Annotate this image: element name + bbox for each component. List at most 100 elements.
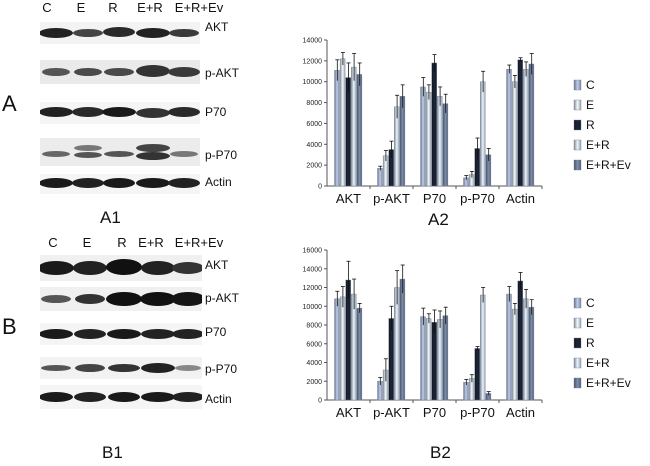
blot-a-band-p70: P70 <box>205 105 227 119</box>
legend-label: E <box>586 316 594 330</box>
bar <box>517 280 523 401</box>
legend-swatch <box>573 317 582 329</box>
blot-a-lane-e: E <box>76 0 86 15</box>
blot-a-band-akt: AKT <box>205 20 229 34</box>
bar <box>506 69 512 187</box>
y-tick-label: 0 <box>318 398 322 405</box>
legend-label: E+R <box>586 138 610 152</box>
y-tick-label: 8000 <box>306 323 322 330</box>
legend-label: R <box>586 336 595 350</box>
bar <box>523 298 529 401</box>
bar <box>528 306 535 401</box>
panel-b-letter: B <box>2 314 17 339</box>
bar <box>442 315 449 401</box>
bar <box>345 77 351 187</box>
bar <box>480 81 486 187</box>
x-tick-label: Actin <box>506 405 535 420</box>
legend-swatch <box>573 357 582 369</box>
blot-a-band-pp70: p-P70 <box>205 148 238 162</box>
blot-a: C E R E+R E+R+Ev <box>32 0 272 200</box>
x-tick-label: AKT <box>336 405 361 420</box>
blot-b-band-pp70: p-P70 <box>205 362 238 376</box>
legend-swatch <box>573 119 582 131</box>
y-tick-label: 4000 <box>306 142 322 149</box>
label-b2: B2 <box>430 443 451 462</box>
y-tick-label: 8000 <box>306 100 322 107</box>
y-tick-label: 4000 <box>306 360 322 367</box>
bar <box>511 308 518 401</box>
y-tick-label: 10000 <box>303 304 323 311</box>
legend-swatch <box>573 337 582 349</box>
bar <box>399 278 406 401</box>
x-tick-label: AKT <box>336 191 361 206</box>
x-tick-label: Actin <box>506 191 535 206</box>
blot-b-band-pakt: p-AKT <box>205 291 240 305</box>
bar <box>506 293 512 401</box>
bar <box>388 318 394 401</box>
legend-swatch <box>573 79 582 91</box>
blot-b-lane-c: C <box>48 235 58 250</box>
bar <box>511 81 518 187</box>
legend-swatch <box>573 159 582 171</box>
blot-a-lane-c: C <box>42 0 52 15</box>
bar <box>437 319 443 401</box>
legend-label: C <box>586 296 595 310</box>
legend-label: E <box>586 98 594 112</box>
legend-swatch <box>573 297 582 309</box>
bar <box>399 96 406 187</box>
bar <box>474 348 480 401</box>
bar <box>425 318 432 401</box>
bar <box>437 96 443 187</box>
chart-a2: 0 2000 4000 6000 8000 10000 12000 14000 AKT p-AKT… <box>303 38 631 207</box>
bar <box>339 296 346 401</box>
y-tick-label: 0 <box>318 184 322 191</box>
legend-label: E+R <box>586 356 610 370</box>
bar <box>351 293 357 401</box>
legend-swatch <box>573 99 582 111</box>
x-tick-label: p-P70 <box>460 405 495 420</box>
blot-a-image <box>40 22 200 194</box>
y-tick-label: 14000 <box>303 266 323 273</box>
label-a2: A2 <box>428 210 449 229</box>
y-tick-label: 6000 <box>306 341 322 348</box>
y-tick-label: 6000 <box>306 121 322 128</box>
bar <box>425 91 432 187</box>
y-tick-label: 10000 <box>303 79 323 86</box>
bar <box>442 103 449 187</box>
bar <box>394 106 400 187</box>
x-tick-label: P70 <box>423 191 446 206</box>
blot-b-band-actin: Actin <box>205 392 232 406</box>
bar <box>334 298 340 401</box>
blot-a-lane-er: E+R <box>137 0 163 15</box>
blot-b-lane-er: E+R <box>138 235 164 250</box>
bar <box>420 86 426 187</box>
legend-swatch <box>573 139 582 151</box>
blot-a-lane-erev: E+R+Ev <box>174 0 224 15</box>
blot-b-lane-r: R <box>117 235 127 250</box>
label-a1: A1 <box>100 208 121 227</box>
blot-b: C E R E+R E+R+Ev <box>32 235 272 410</box>
blot-b-band-p70: P70 <box>205 325 227 339</box>
bar <box>431 62 437 187</box>
blot-a-band-actin: Actin <box>205 175 232 189</box>
bar <box>351 66 357 187</box>
legend-label: E+R+Ev <box>586 158 631 172</box>
y-tick-label: 2000 <box>306 379 322 386</box>
x-tick-label: p-AKT <box>373 191 410 206</box>
y-tick-label: 12000 <box>303 58 323 65</box>
x-tick-label: p-AKT <box>373 405 410 420</box>
legend-label: E+R+Ev <box>586 376 631 390</box>
bar <box>480 294 486 401</box>
bar <box>420 316 426 401</box>
y-tick-label: 2000 <box>306 163 322 170</box>
y-tick-label: 16000 <box>303 248 323 255</box>
chart-b2: 0 2000 4000 6000 8000 10000 12000 14000 16000 AKT… <box>303 248 631 421</box>
bar <box>334 70 340 187</box>
blot-b-lane-e: E <box>82 235 92 250</box>
bar <box>356 74 363 187</box>
label-b1: B1 <box>102 443 123 462</box>
y-tick-label: 14000 <box>303 38 323 45</box>
panel-a-letter: A <box>2 91 17 116</box>
x-tick-label: P70 <box>423 405 446 420</box>
legend-label: R <box>586 118 595 132</box>
